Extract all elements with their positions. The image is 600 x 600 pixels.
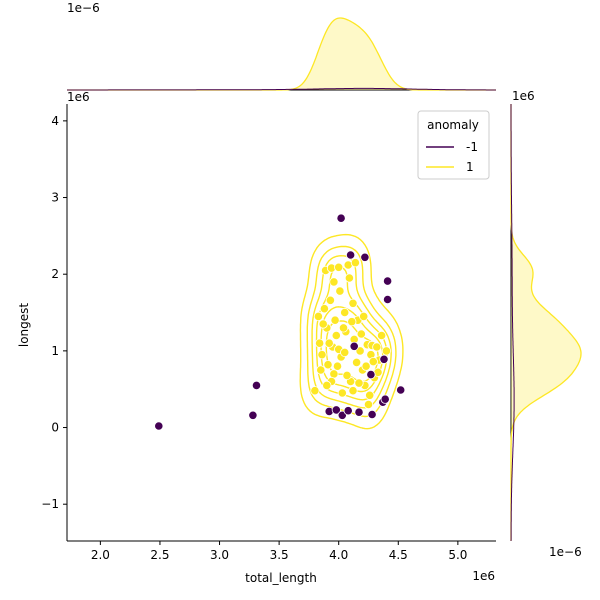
y-tick-label: 3 — [51, 191, 59, 205]
scatter-point-normal — [337, 388, 347, 398]
top-marginal-plot: 1e−6 — [67, 1, 496, 91]
y-offset-label: 1e6 — [67, 90, 90, 104]
main-axes: 2.0 2.5 3.0 3.5 4.0 4.5 5.0 −1 0 1 2 3 4 1e6 1e6 to… — [17, 90, 496, 585]
scatter-point-normal — [335, 286, 345, 296]
scatter-point-normal — [372, 342, 382, 352]
scatter-point-normal — [348, 298, 358, 308]
scatter-point-anomaly — [380, 394, 390, 404]
scatter-point-anomaly — [366, 369, 376, 380]
scatter-point-normal — [325, 295, 335, 305]
scatter-point-anomaly — [379, 354, 389, 364]
y-ticks: −1 0 1 2 3 4 — [41, 114, 67, 511]
scatter-point-normal — [310, 386, 320, 396]
scatter-point-normal — [376, 330, 387, 341]
scatter-point-anomaly — [349, 341, 359, 351]
scatter-point-normal — [324, 338, 334, 348]
x-ticks: 2.0 2.5 3.0 3.5 4.0 4.5 5.0 — [91, 541, 467, 562]
right-marginal-offset-label: 1e−6 — [549, 545, 582, 559]
y-axis-label: longest — [17, 303, 31, 348]
scatter-point-normal — [368, 356, 378, 367]
y-tick-label: 1 — [51, 344, 59, 358]
scatter-point-normal — [318, 319, 328, 329]
scatter-point-anomaly — [345, 250, 356, 260]
x-tick-label: 4.0 — [329, 548, 348, 562]
scatter-point-normal — [365, 390, 375, 400]
y-tick-label: 2 — [51, 267, 59, 281]
x-tick-label: 5.0 — [448, 548, 467, 562]
scatter-point-anomaly — [336, 213, 346, 223]
scatter-point-anomaly — [367, 409, 377, 420]
scatter-point-normal — [361, 361, 371, 371]
scatter-point-normal — [351, 357, 362, 367]
x-tick-label: 2.5 — [150, 548, 169, 562]
scatter-point-normal — [347, 317, 357, 327]
scatter-points — [154, 213, 406, 431]
kde-contour-line — [311, 255, 392, 409]
scatter-point-normal — [340, 347, 350, 357]
scatter-point-anomaly — [382, 276, 393, 286]
scatter-point-normal — [340, 307, 350, 318]
scatter-point-normal — [319, 304, 329, 314]
top-marginal-offset-label: 1e−6 — [67, 1, 100, 15]
scatter-point-normal — [359, 311, 369, 321]
scatter-point-normal — [342, 370, 352, 380]
scatter-point-normal — [313, 311, 323, 321]
x-tick-label: 3.0 — [210, 548, 229, 562]
scatter-point-normal — [344, 273, 354, 283]
scatter-point-normal — [356, 329, 366, 339]
scatter-point-normal — [348, 386, 358, 396]
x-tick-label: 3.5 — [270, 548, 289, 562]
scatter-point-anomaly — [382, 294, 393, 305]
y-tick-label: 4 — [51, 114, 59, 128]
right-marginal-top-offset-label: 1e6 — [512, 89, 535, 103]
scatter-point-normal — [317, 350, 327, 360]
right-marginal-plot: 1e6 1e−6 — [510, 89, 582, 559]
scatter-point-anomaly — [354, 407, 364, 417]
legend-label-normal: 1 — [466, 160, 474, 174]
scatter-point-normal — [354, 378, 364, 388]
scatter-point-normal — [334, 262, 344, 272]
legend-title: anomaly — [427, 118, 479, 132]
scatter-point-normal — [363, 399, 374, 410]
scatter-point-normal — [316, 365, 326, 375]
y-tick-label: −1 — [41, 497, 59, 511]
scatter-point-anomaly — [248, 410, 258, 420]
scatter-point-normal — [314, 338, 325, 348]
x-offset-label: 1e6 — [472, 569, 495, 583]
kde-contour-line — [299, 233, 404, 430]
right-marginal-kde-anomaly-line — [510, 104, 515, 542]
scatter-point-anomaly — [154, 421, 164, 431]
x-tick-label: 4.5 — [389, 548, 408, 562]
scatter-point-anomaly — [360, 252, 370, 262]
scatter-point-normal — [330, 315, 340, 325]
scatter-point-normal — [323, 360, 333, 370]
x-tick-label: 2.0 — [91, 548, 110, 562]
scatter-point-normal — [381, 346, 391, 356]
x-axis-label: total_length — [245, 571, 317, 585]
scatter-point-normal — [350, 258, 360, 268]
legend-label-anomaly: -1 — [466, 140, 478, 154]
top-marginal-kde-anomaly-line — [67, 87, 496, 91]
scatter-point-normal — [331, 330, 341, 341]
right-marginal-kde-fill — [511, 104, 581, 541]
scatter-point-normal — [322, 380, 332, 390]
scatter-point-anomaly — [343, 406, 353, 416]
legend-box — [417, 110, 490, 180]
scatter-point-normal — [329, 369, 339, 379]
legend: anomaly -1 1 — [417, 110, 490, 180]
scatter-point-anomaly — [251, 380, 262, 390]
y-tick-label: 0 — [51, 421, 59, 435]
scatter-point-anomaly — [396, 385, 406, 395]
scatter-point-normal — [329, 277, 339, 287]
scatter-point-anomaly — [331, 405, 341, 415]
scatter-point-normal — [332, 361, 343, 371]
scatter-point-normal — [338, 323, 349, 333]
